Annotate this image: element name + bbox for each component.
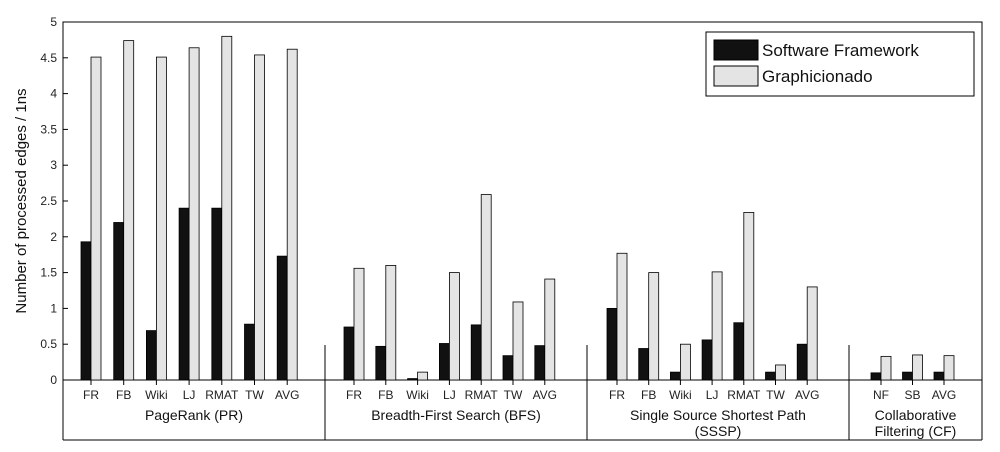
group-label: Breadth-First Search (BFS)	[371, 407, 541, 423]
bar-software-framework	[178, 207, 190, 381]
bar-software-framework	[796, 343, 808, 381]
bar-graphicionado	[155, 56, 167, 381]
bar-software-framework	[211, 207, 223, 381]
y-tick-label: 1	[50, 301, 57, 315]
bar-graphicionado	[480, 194, 492, 381]
y-tick-label: 1.5	[40, 266, 57, 280]
legend: Software Framework Graphicionado	[705, 31, 975, 97]
bar-graphicionado	[353, 267, 365, 381]
group-label: PageRank (PR)	[145, 407, 243, 423]
bar-graphicionado	[648, 272, 660, 381]
x-tick-label: FR	[346, 388, 362, 402]
bar-software-framework	[933, 371, 945, 381]
bar-software-framework	[606, 307, 618, 381]
bar-graphicionado	[512, 301, 524, 381]
x-tick-label: LJ	[443, 388, 456, 402]
bar-graphicionado	[417, 371, 429, 381]
bar-software-framework	[701, 339, 713, 381]
y-tick-label: 2	[50, 230, 57, 244]
x-tick-label: FR	[609, 388, 625, 402]
bar-graphicionado	[254, 54, 265, 381]
bar-software-framework	[276, 255, 288, 381]
x-tick-label: RMAT	[205, 388, 239, 402]
y-tick-label: 4.5	[40, 51, 57, 65]
bar-software-framework	[765, 371, 776, 381]
bar-graphicionado	[448, 272, 460, 381]
x-tick-label: AVG	[275, 388, 299, 402]
bar-software-framework	[902, 371, 913, 381]
bar-graphicionado	[806, 286, 818, 381]
group-label: Filtering (CF)	[875, 423, 957, 439]
y-tick-label: 5	[50, 15, 57, 29]
group-label: Single Source Shortest Path	[630, 407, 806, 423]
x-tick-label: AVG	[795, 388, 819, 402]
bar-software-framework	[80, 241, 92, 381]
x-tick-label: Wiki	[669, 388, 692, 402]
x-tick-label: AVG	[533, 388, 557, 402]
bar-software-framework	[343, 326, 355, 381]
x-tick-label: TW	[245, 388, 264, 402]
y-tick-label: 4	[50, 87, 57, 101]
bar-software-framework	[145, 330, 157, 381]
x-tick-label: TW	[766, 388, 785, 402]
x-tick-label: Wiki	[145, 388, 168, 402]
bar-software-framework	[670, 371, 681, 381]
bar-graphicionado	[775, 364, 786, 381]
x-tick-label: RMAT	[465, 388, 499, 402]
bar-graphicionado	[912, 354, 923, 381]
bars	[80, 35, 955, 381]
bar-graphicionado	[680, 343, 691, 381]
legend-swatch	[713, 39, 759, 61]
bar-software-framework	[375, 345, 387, 381]
bar-software-framework	[244, 323, 255, 381]
legend-label: Graphicionado	[762, 67, 873, 86]
bar-graphicionado	[743, 212, 755, 381]
x-tick-label: NF	[873, 388, 889, 402]
y-tick-label: 3.5	[40, 122, 57, 136]
bar-graphicionado	[880, 355, 892, 381]
x-tick-label: RMAT	[727, 388, 761, 402]
bar-graphicionado	[711, 271, 723, 381]
bar-software-framework	[502, 355, 514, 381]
bar-software-framework	[438, 343, 450, 381]
x-tick-label: TW	[504, 388, 523, 402]
x-tick-label: FB	[641, 388, 656, 402]
bar-software-framework	[534, 345, 546, 381]
bar-graphicionado	[123, 40, 135, 381]
bar-software-framework	[113, 222, 125, 381]
bar-graphicionado	[90, 56, 102, 381]
y-tick-label: 3	[50, 158, 57, 172]
bar-graphicionado	[286, 48, 298, 381]
bar-software-framework	[470, 324, 482, 381]
legend-label: Software Framework	[762, 41, 919, 60]
bar-graphicionado	[188, 47, 200, 381]
bar-software-framework	[638, 348, 650, 381]
bar-software-framework	[733, 322, 745, 381]
bar-graphicionado	[221, 35, 233, 381]
bar-software-framework	[407, 378, 419, 381]
y-tick-label: 0	[50, 373, 57, 387]
y-tick-label: 0.5	[40, 337, 57, 351]
bar-software-framework	[870, 372, 882, 381]
x-tick-label: FR	[83, 388, 99, 402]
y-axis-label: Number of processed edges / 1ns	[13, 88, 30, 313]
x-tick-label: LJ	[183, 388, 196, 402]
bar-graphicionado	[943, 355, 955, 381]
x-tick-label: FB	[116, 388, 131, 402]
x-tick-label: Wiki	[406, 388, 429, 402]
x-tick-label: LJ	[706, 388, 719, 402]
labels: 0 0.5 1 1.5 2 2.5 3 3.5 4 4.5 5 Number of processed…	[13, 15, 957, 439]
bar-graphicionado	[544, 278, 556, 381]
bar-graphicionado	[616, 252, 628, 381]
group-label: (SSSP)	[695, 423, 742, 439]
bar-graphicionado	[385, 265, 397, 381]
y-tick-label: 2.5	[40, 194, 57, 208]
x-tick-label: AVG	[932, 388, 956, 402]
x-tick-label: FB	[378, 388, 393, 402]
group-label: Collaborative	[875, 407, 957, 423]
legend-swatch	[713, 65, 759, 87]
x-tick-label: SB	[904, 388, 920, 402]
